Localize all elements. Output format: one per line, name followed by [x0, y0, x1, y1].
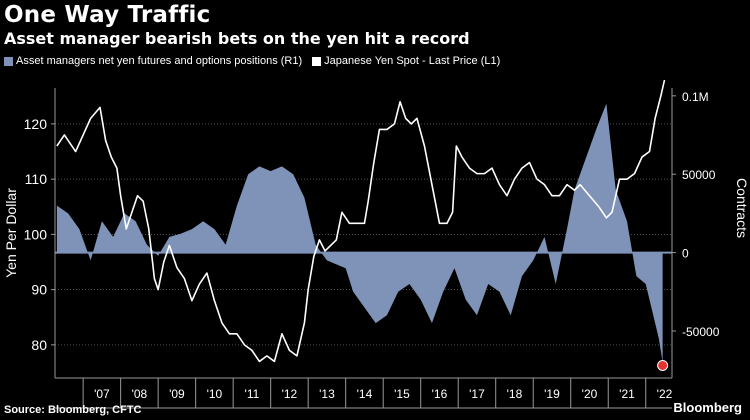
x-tick-label: '18: [507, 387, 523, 401]
y-tick-label-left: 120: [24, 116, 48, 132]
source-note: Source: Bloomberg, CFTC: [4, 404, 142, 416]
legend-item-positions: Asset managers net yen futures and optio…: [4, 55, 302, 67]
legend-label-positions: Asset managers net yen futures and optio…: [16, 55, 303, 67]
positions-area: [56, 103, 663, 363]
y-tick-label-left: 100: [24, 226, 48, 242]
yen-spot-line: [56, 79, 666, 363]
chart-subtitle: Asset manager bearish bets on the yen hi…: [4, 29, 470, 48]
y-tick-label-left: 90: [31, 282, 47, 298]
legend: Asset managers net yen futures and optio…: [4, 55, 500, 67]
y-tick-label-right: 50000: [682, 168, 716, 182]
x-tick-label: '15: [394, 387, 410, 401]
y-tick-label-right: 0: [682, 247, 689, 261]
y-axis-label-right: Contracts: [734, 178, 750, 238]
x-tick-label: '19: [544, 387, 560, 401]
positions-area-layer: [55, 103, 672, 363]
y-axis-label-left: Yen Per Dollar: [3, 188, 19, 278]
legend-swatch-area: [4, 56, 13, 66]
x-tick-label: '09: [169, 387, 185, 401]
x-tick-label: '12: [282, 387, 298, 401]
y-tick-label-right: -50000: [682, 325, 720, 339]
x-tick-label: '07: [94, 387, 110, 401]
x-tick-label: '17: [469, 387, 485, 401]
yen-line-layer: [56, 79, 669, 371]
x-tick-label: '22: [657, 387, 673, 401]
x-tick-label: '20: [582, 387, 598, 401]
y-tick-label-right: 0.1M: [682, 90, 709, 104]
chart-title: One Way Traffic: [4, 2, 211, 28]
x-tick-label: '11: [245, 387, 260, 401]
y-tick-label-left: 80: [31, 337, 47, 353]
x-tick-label: '21: [619, 387, 635, 401]
y-tick-label-left: 110: [25, 171, 48, 187]
axes: 80 90 100 110 120 -50000 0 50000 0.1M '07 '08 '09 '1…: [24, 88, 720, 409]
x-tick-label: '10: [207, 387, 223, 401]
legend-item-yen-spot: Japanese Yen Spot - Last Price (L1): [312, 55, 500, 67]
bloomberg-logo: Bloomberg: [673, 400, 742, 415]
x-tick-label: '08: [132, 387, 148, 401]
legend-label-yen-spot: Japanese Yen Spot - Last Price (L1): [324, 55, 501, 67]
x-tick-label: '16: [432, 387, 448, 401]
x-tick-label: '14: [357, 387, 373, 401]
record-marker: [657, 359, 669, 371]
legend-swatch-line: [312, 56, 322, 66]
x-tick-label: '13: [319, 387, 335, 401]
